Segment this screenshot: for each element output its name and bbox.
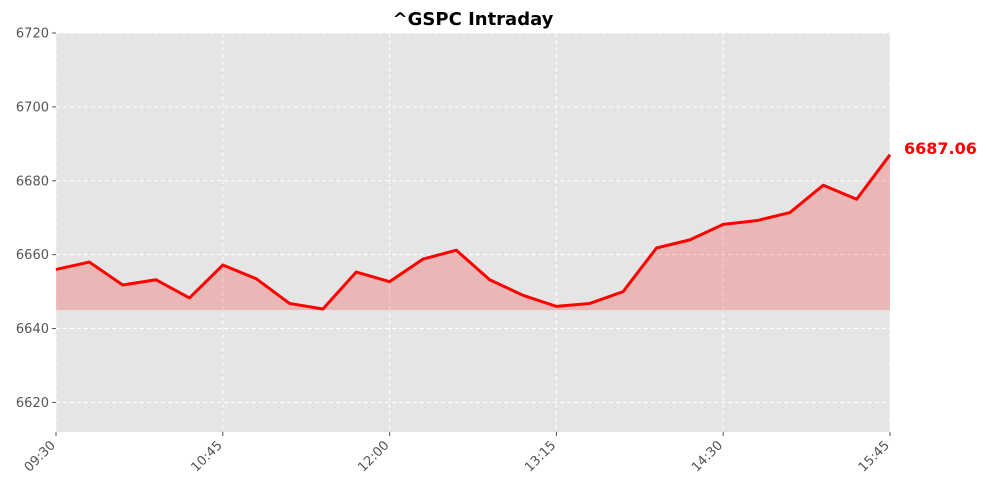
x-tick-label: 09:30 [22, 438, 59, 475]
x-tick-label: 10:45 [189, 438, 226, 475]
series-area [56, 154, 890, 311]
y-tick-label: 6720 [16, 27, 49, 42]
series-line [55, 153, 892, 311]
x-axis: 09:30 10:45 12:00 13:15 14:30 15:45 [22, 432, 893, 475]
y-tick-label: 6700 [16, 100, 49, 115]
y-tick-label: 6660 [16, 248, 49, 263]
x-tick-label: 15:45 [856, 438, 893, 475]
y-tick-label: 6640 [16, 322, 49, 337]
y-tick-label: 6620 [16, 396, 49, 411]
x-tick-label: 12:00 [355, 438, 392, 475]
plot-area [56, 33, 890, 432]
series-polyline [55, 153, 892, 311]
y-axis: 6620 6640 6660 6680 6700 6720 [16, 27, 56, 411]
area-fill [56, 154, 890, 311]
y-tick-label: 6680 [16, 174, 49, 189]
x-tick-label: 14:30 [689, 438, 726, 475]
x-tick-label: 13:15 [522, 438, 559, 475]
last-value-label: 6687.06 [904, 139, 977, 158]
grid-lines [55, 32, 891, 432]
chart-title: ^GSPC Intraday [393, 9, 554, 30]
